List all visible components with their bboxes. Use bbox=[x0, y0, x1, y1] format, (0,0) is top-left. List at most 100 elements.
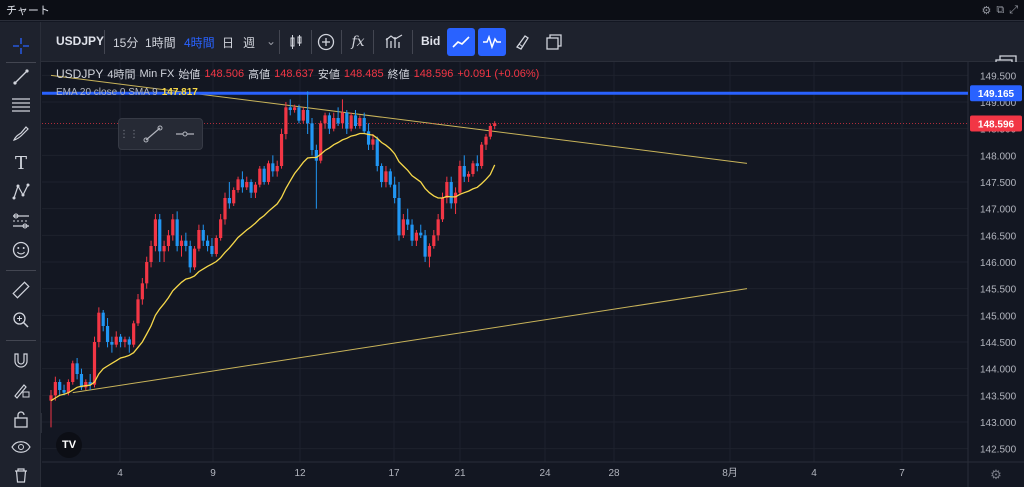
legend-open-label: 始値 bbox=[178, 69, 201, 81]
chart-settings-icon[interactable]: ⚙ bbox=[990, 468, 1002, 483]
legend-high-label: 高値 bbox=[248, 69, 271, 81]
candle-body bbox=[323, 115, 327, 124]
candle-body bbox=[219, 219, 223, 238]
candle-body bbox=[171, 219, 175, 236]
trendline-tool-icon[interactable] bbox=[8, 64, 34, 90]
drawing-toolbar: T bbox=[0, 22, 41, 487]
candle-body bbox=[179, 240, 184, 246]
drag-handle-icon[interactable]: ⋮⋮ bbox=[119, 128, 139, 140]
tool-divider bbox=[6, 340, 36, 341]
toolbar-divider bbox=[279, 30, 280, 54]
candle-body bbox=[471, 163, 475, 174]
brush-icon[interactable] bbox=[508, 28, 536, 56]
toolbar-divider bbox=[373, 30, 374, 54]
current-price-tag: 148.596 bbox=[978, 120, 1015, 131]
candle-body bbox=[462, 166, 466, 177]
candle-body bbox=[79, 374, 84, 388]
timeframe-4h[interactable]: 4時間 bbox=[184, 36, 215, 50]
candle-body bbox=[197, 230, 201, 249]
crosshair-icon[interactable] bbox=[8, 33, 34, 59]
zoom-icon[interactable] bbox=[8, 307, 34, 333]
window-titlebar: チャート ⚙ ⧉ ⤢ bbox=[0, 0, 1024, 21]
y-tick-label: 146.500 bbox=[980, 231, 1017, 242]
lock-icon[interactable] bbox=[8, 406, 34, 432]
legend-source: Min FX bbox=[139, 68, 175, 80]
layers-icon[interactable] bbox=[540, 28, 568, 56]
trendline-mode-icon[interactable] bbox=[447, 28, 475, 56]
symbol-search[interactable]: USDJPY bbox=[56, 34, 105, 48]
candle-body bbox=[353, 115, 358, 126]
forecast-tool-icon[interactable] bbox=[8, 208, 34, 234]
ruler-icon[interactable] bbox=[8, 277, 34, 303]
top-toolbar: USDJPY 15分 1時間 4時間 日 週 ⌄ 𝑓x Bid bbox=[0, 22, 1024, 74]
candle-body bbox=[484, 136, 488, 145]
trash-icon[interactable] bbox=[8, 462, 34, 487]
candle-style-icon[interactable] bbox=[282, 28, 310, 56]
candle-body bbox=[297, 107, 301, 121]
eye-icon[interactable] bbox=[8, 434, 34, 460]
timeframe-week[interactable]: 週 bbox=[243, 36, 256, 50]
hline-style-icon[interactable] bbox=[169, 120, 201, 148]
line-style-icon[interactable] bbox=[137, 120, 169, 148]
candle-body bbox=[210, 246, 214, 254]
tradingview-logo[interactable]: TV bbox=[56, 432, 82, 458]
candle-body bbox=[332, 118, 336, 129]
indicators-fx-icon[interactable]: 𝑓x bbox=[351, 34, 365, 50]
candle-body bbox=[358, 118, 362, 126]
price-chart[interactable]: 149.500149.000148.500148.000147.500147.0… bbox=[42, 62, 1024, 487]
candle-body bbox=[493, 123, 497, 126]
magnet-icon[interactable] bbox=[8, 347, 34, 373]
window-controls: ⚙ ⧉ ⤢ bbox=[981, 4, 1018, 17]
timeframe-dropdown[interactable]: ⌄ bbox=[266, 34, 277, 48]
pattern-tool-icon[interactable] bbox=[8, 179, 34, 205]
compare-plus-icon[interactable] bbox=[312, 28, 340, 56]
wave-mode-icon[interactable] bbox=[478, 28, 506, 56]
candle-body bbox=[445, 182, 449, 198]
candle-body bbox=[240, 179, 244, 188]
x-tick-label: 8月 bbox=[722, 467, 738, 479]
ema-legend[interactable]: EMA 20 close 0 SMA 9 147.817 bbox=[56, 87, 198, 98]
legend-open: 148.506 bbox=[204, 68, 245, 80]
expand-icon[interactable]: ⤢ bbox=[1009, 3, 1018, 16]
candle-body bbox=[401, 219, 405, 236]
candle-body bbox=[49, 395, 53, 401]
candle-body bbox=[158, 219, 162, 252]
candle-body bbox=[162, 246, 166, 252]
ohlc-legend: USDJPY 4時間 Min FX 始値 148.506 高値 148.637 安値… bbox=[56, 66, 539, 82]
candle-body bbox=[66, 382, 70, 393]
price-type-bid[interactable]: Bid bbox=[421, 34, 441, 48]
x-tick-label: 12 bbox=[294, 468, 306, 479]
templates-icon[interactable] bbox=[380, 28, 408, 56]
legend-symbol: USDJPY bbox=[56, 67, 104, 81]
x-tick-label: 9 bbox=[210, 468, 216, 479]
timeframe-day[interactable]: 日 bbox=[222, 36, 235, 50]
candle-body bbox=[114, 336, 118, 345]
candle-body bbox=[192, 248, 197, 268]
candle-body bbox=[436, 219, 440, 236]
legend-change: +0.091 (+0.06%) bbox=[457, 68, 540, 80]
lock-draw-icon[interactable] bbox=[8, 377, 34, 403]
candle-body bbox=[223, 198, 227, 220]
candle-body bbox=[88, 382, 92, 385]
candle-body bbox=[301, 110, 305, 121]
candle-body bbox=[275, 166, 279, 172]
settings-icon[interactable]: ⚙ bbox=[981, 4, 992, 17]
hlines-tool-icon[interactable] bbox=[8, 92, 34, 118]
popout-icon[interactable]: ⧉ bbox=[996, 3, 1005, 16]
candle-body bbox=[397, 198, 401, 236]
candle-body bbox=[97, 312, 101, 342]
candle-body bbox=[184, 240, 188, 246]
text-tool-icon[interactable]: T bbox=[14, 152, 27, 174]
y-tick-label: 147.000 bbox=[980, 205, 1017, 216]
candle-body bbox=[279, 134, 284, 166]
candle-body bbox=[253, 184, 258, 193]
candle-body bbox=[53, 382, 57, 396]
current-price-tag-bg bbox=[970, 115, 1022, 132]
window-title: チャート bbox=[6, 5, 50, 17]
candle-body bbox=[384, 171, 388, 182]
timeframe-1h[interactable]: 1時間 bbox=[145, 36, 176, 50]
brush-tool-icon[interactable] bbox=[8, 120, 34, 146]
emoji-tool-icon[interactable] bbox=[8, 237, 34, 263]
candle-body bbox=[371, 139, 375, 145]
timeframe-15m[interactable]: 15分 bbox=[113, 36, 139, 50]
